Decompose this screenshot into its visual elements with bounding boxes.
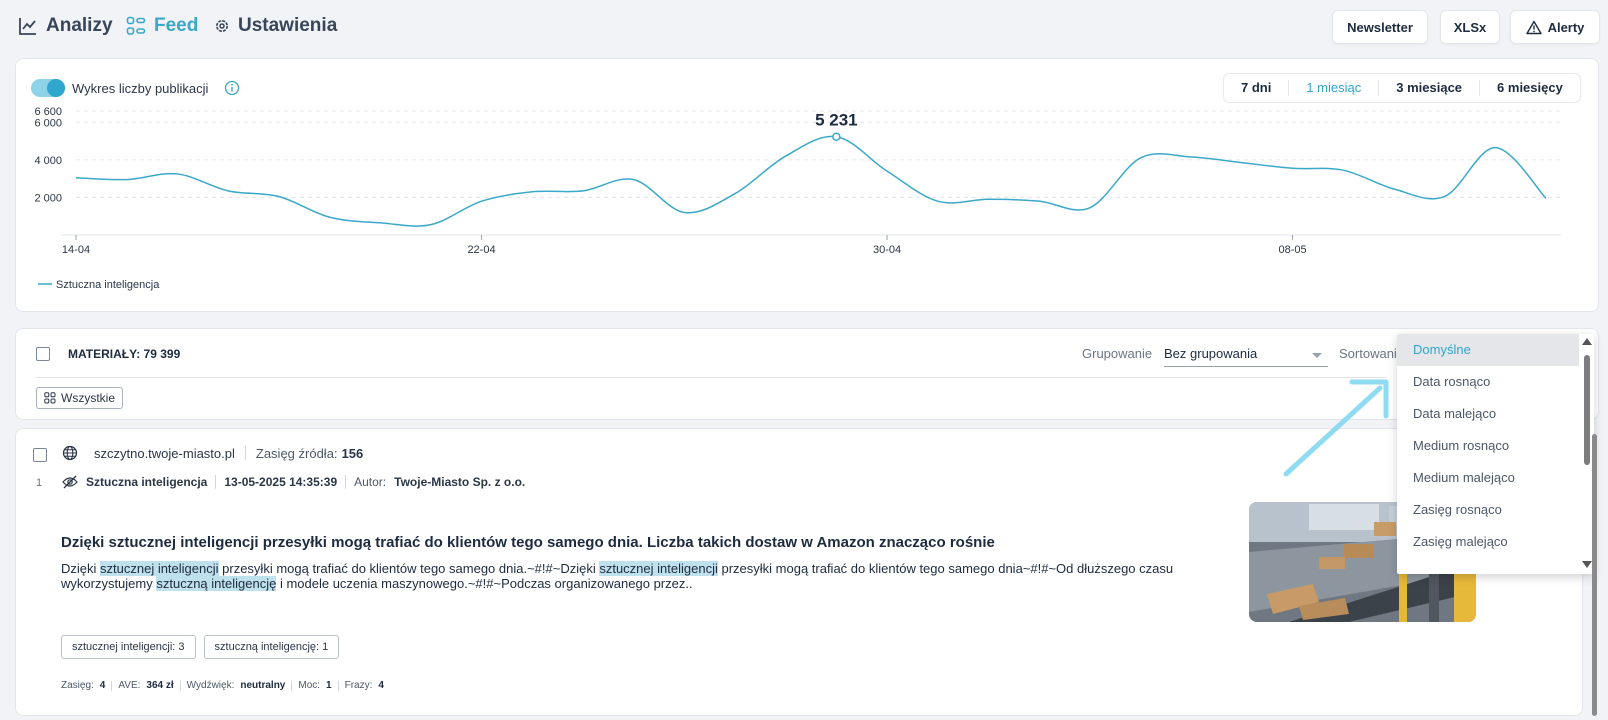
scroll-up-arrow-icon[interactable]	[1582, 338, 1592, 345]
x-tick-label: 22-04	[467, 244, 495, 256]
source-link[interactable]: szczytno.twoje-miasto.pl	[94, 445, 235, 461]
newsletter-button[interactable]: Newsletter	[1332, 10, 1428, 44]
x-tick-label: 08-05	[1278, 244, 1306, 256]
highlight-value-label: 5 231	[815, 111, 858, 130]
keyword-highlight: sztuczną inteligencję	[156, 576, 277, 591]
legend-entry: Sztuczna inteligencja	[56, 279, 160, 291]
sort-option-default[interactable]: Domyślne	[1397, 334, 1579, 366]
alerts-button[interactable]: Alerty	[1510, 10, 1600, 44]
stat-phrases: 4	[378, 680, 384, 691]
article-checkbox[interactable]	[33, 448, 47, 462]
globe-icon	[62, 445, 78, 461]
time-range-selector: 7 dni 1 miesiąc 3 miesiące 6 miesięcy	[1223, 73, 1581, 103]
x-tick-label: 30-04	[873, 244, 901, 256]
article-stats: Zasięg: 4 AVE: 364 zł Wydźwięk: neutralny M…	[61, 680, 384, 691]
keyword-tags: sztucznej inteligencji: 3 sztuczną intel…	[61, 635, 340, 659]
stat-sentiment: neutralny	[240, 680, 286, 691]
sort-dropdown: Domyślne Data rosnąco Data malejąco Medi…	[1397, 334, 1594, 574]
keyword-tag[interactable]: sztuczną inteligencję: 1	[203, 635, 340, 659]
article-title[interactable]: Dzięki sztucznej inteligencji przesyłki …	[61, 534, 995, 551]
all-filter-chip[interactable]: Wszystkie	[36, 387, 123, 409]
nav-settings[interactable]: Ustawienia	[214, 15, 337, 37]
x-tick-label: 14-04	[62, 244, 90, 256]
range-3-months[interactable]: 3 miesiące	[1378, 80, 1479, 96]
nav-analytics[interactable]: Analizy	[18, 15, 113, 37]
keyword-highlight: sztucznej inteligencji	[599, 561, 718, 576]
range-7-days[interactable]: 7 dni	[1241, 80, 1272, 95]
sort-option-reach-desc[interactable]: Zasięg malejąco	[1413, 534, 1508, 549]
line-chart-icon	[19, 18, 36, 35]
toolbar-divider	[36, 377, 1386, 378]
materials-toolbar-card: MATERIAŁY: 79 399 Grupowanie Bez grupowa…	[15, 328, 1599, 420]
range-1-month[interactable]: 1 miesiąc	[1288, 80, 1378, 96]
article-snippet: Dzięki sztucznej inteligencji przesyłki …	[61, 561, 1174, 591]
stat-reach: 4	[99, 680, 106, 691]
callout-arrow-icon	[1283, 379, 1389, 477]
grid-icon	[126, 16, 146, 35]
page-scroll-thumb[interactable]	[1592, 434, 1597, 716]
stat-power: 1	[326, 680, 332, 691]
info-icon[interactable]	[224, 80, 240, 96]
chart-toggle-label: Wykres liczby publikacji	[72, 81, 209, 96]
series-line	[75, 135, 1547, 227]
article-datetime: 13-05-2025 14:35:39	[224, 475, 338, 489]
grouping-select[interactable]: Bez grupowania	[1164, 339, 1328, 367]
sort-option-date-asc[interactable]: Data rosnąco	[1413, 374, 1491, 389]
sort-option-date-desc[interactable]: Data malejąco	[1413, 406, 1497, 421]
keyword-tag[interactable]: sztucznej inteligencji: 3	[61, 635, 196, 659]
keyword-highlight: sztucznej inteligencji	[100, 561, 219, 576]
grouping-label: Grupowanie	[1082, 346, 1153, 361]
gear-icon	[216, 20, 228, 32]
alerts-label: Alerty	[1547, 19, 1585, 35]
warning-icon	[1525, 20, 1542, 34]
nav-feed-label: Feed	[154, 15, 199, 36]
sorting-label: Sortowanie	[1339, 346, 1401, 361]
article-topic: Sztuczna inteligencja	[86, 475, 208, 489]
stat-ave: 364 zł	[146, 680, 174, 691]
dropdown-scroll-thumb[interactable]	[1584, 355, 1590, 465]
sort-option-medium-desc[interactable]: Medium malejąco	[1413, 470, 1515, 485]
sort-option-medium-asc[interactable]: Medium rosnąco	[1413, 438, 1510, 453]
all-filter-label: Wszystkie	[61, 391, 115, 405]
y-tick-label: 2 000	[34, 192, 62, 204]
y-tick-label: 6 600	[34, 106, 62, 118]
sort-option-reach-asc[interactable]: Zasięg rosnąco	[1413, 502, 1502, 517]
nav-feed[interactable]: Feed	[126, 15, 198, 37]
select-all-checkbox[interactable]	[36, 347, 50, 361]
article-index: 1	[36, 477, 43, 489]
eye-off-icon[interactable]	[62, 475, 78, 489]
y-tick-label: 6 000	[34, 117, 62, 129]
article-details-meta: Sztuczna inteligencja 13-05-2025 14:35:3…	[62, 475, 525, 489]
range-6-months[interactable]: 6 miesięcy	[1479, 80, 1580, 96]
xlsx-button[interactable]: XLSx	[1440, 10, 1500, 44]
publication-chart-card: Wykres liczby publikacji 7 dni 1 miesiąc…	[15, 58, 1599, 312]
chart-toggle[interactable]	[31, 79, 65, 97]
page-scrollbar[interactable]	[1589, 424, 1599, 720]
nav-settings-label: Ustawienia	[238, 15, 338, 36]
article-source-meta: szczytno.twoje-miasto.pl Zasięg źródła: …	[62, 445, 363, 461]
article-author: Twoje-Miasto Sp. z o.o.	[394, 475, 526, 489]
grid-icon	[44, 392, 56, 404]
dropdown-scrollbar[interactable]	[1579, 334, 1594, 574]
author-label: Autor:	[354, 475, 387, 489]
scroll-down-arrow-icon[interactable]	[1582, 561, 1592, 568]
y-tick-label: 4 000	[34, 155, 62, 167]
nav-analytics-label: Analizy	[46, 15, 113, 36]
source-reach-value: 156	[341, 445, 364, 461]
source-reach-label: Zasięg źródła:	[255, 445, 338, 461]
highlight-point	[832, 132, 841, 141]
top-navigation: Analizy Feed Ustawienia Newsletter XLSx …	[0, 0, 1608, 56]
materials-count: MATERIAŁY: 79 399	[68, 347, 181, 361]
